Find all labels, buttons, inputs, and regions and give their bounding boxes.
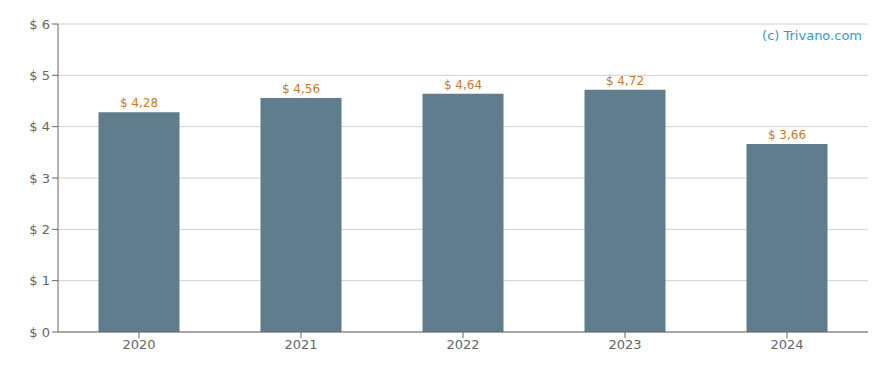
svg-text:$ 2: $ 2 bbox=[29, 222, 50, 237]
svg-text:$ 6: $ 6 bbox=[29, 17, 50, 32]
svg-text:2020: 2020 bbox=[122, 337, 155, 352]
svg-text:$ 4,56: $ 4,56 bbox=[282, 82, 320, 96]
svg-text:2023: 2023 bbox=[608, 337, 641, 352]
svg-text:$ 0: $ 0 bbox=[29, 325, 50, 340]
svg-text:$ 4: $ 4 bbox=[29, 119, 50, 134]
svg-text:2021: 2021 bbox=[284, 337, 317, 352]
svg-text:$ 4,28: $ 4,28 bbox=[120, 96, 158, 110]
svg-text:$ 5: $ 5 bbox=[29, 68, 50, 83]
svg-text:$ 4,72: $ 4,72 bbox=[606, 74, 644, 88]
svg-text:2024: 2024 bbox=[770, 337, 803, 352]
svg-text:$ 3: $ 3 bbox=[29, 171, 50, 186]
html-text:(c) Trivano.com: (c) Trivano.com bbox=[762, 28, 862, 43]
svg-text:$ 4,64: $ 4,64 bbox=[444, 78, 482, 92]
svg-text:2022: 2022 bbox=[446, 337, 479, 352]
svg-text:$ 1: $ 1 bbox=[29, 273, 50, 288]
svg-text:$ 3,66: $ 3,66 bbox=[768, 128, 806, 142]
